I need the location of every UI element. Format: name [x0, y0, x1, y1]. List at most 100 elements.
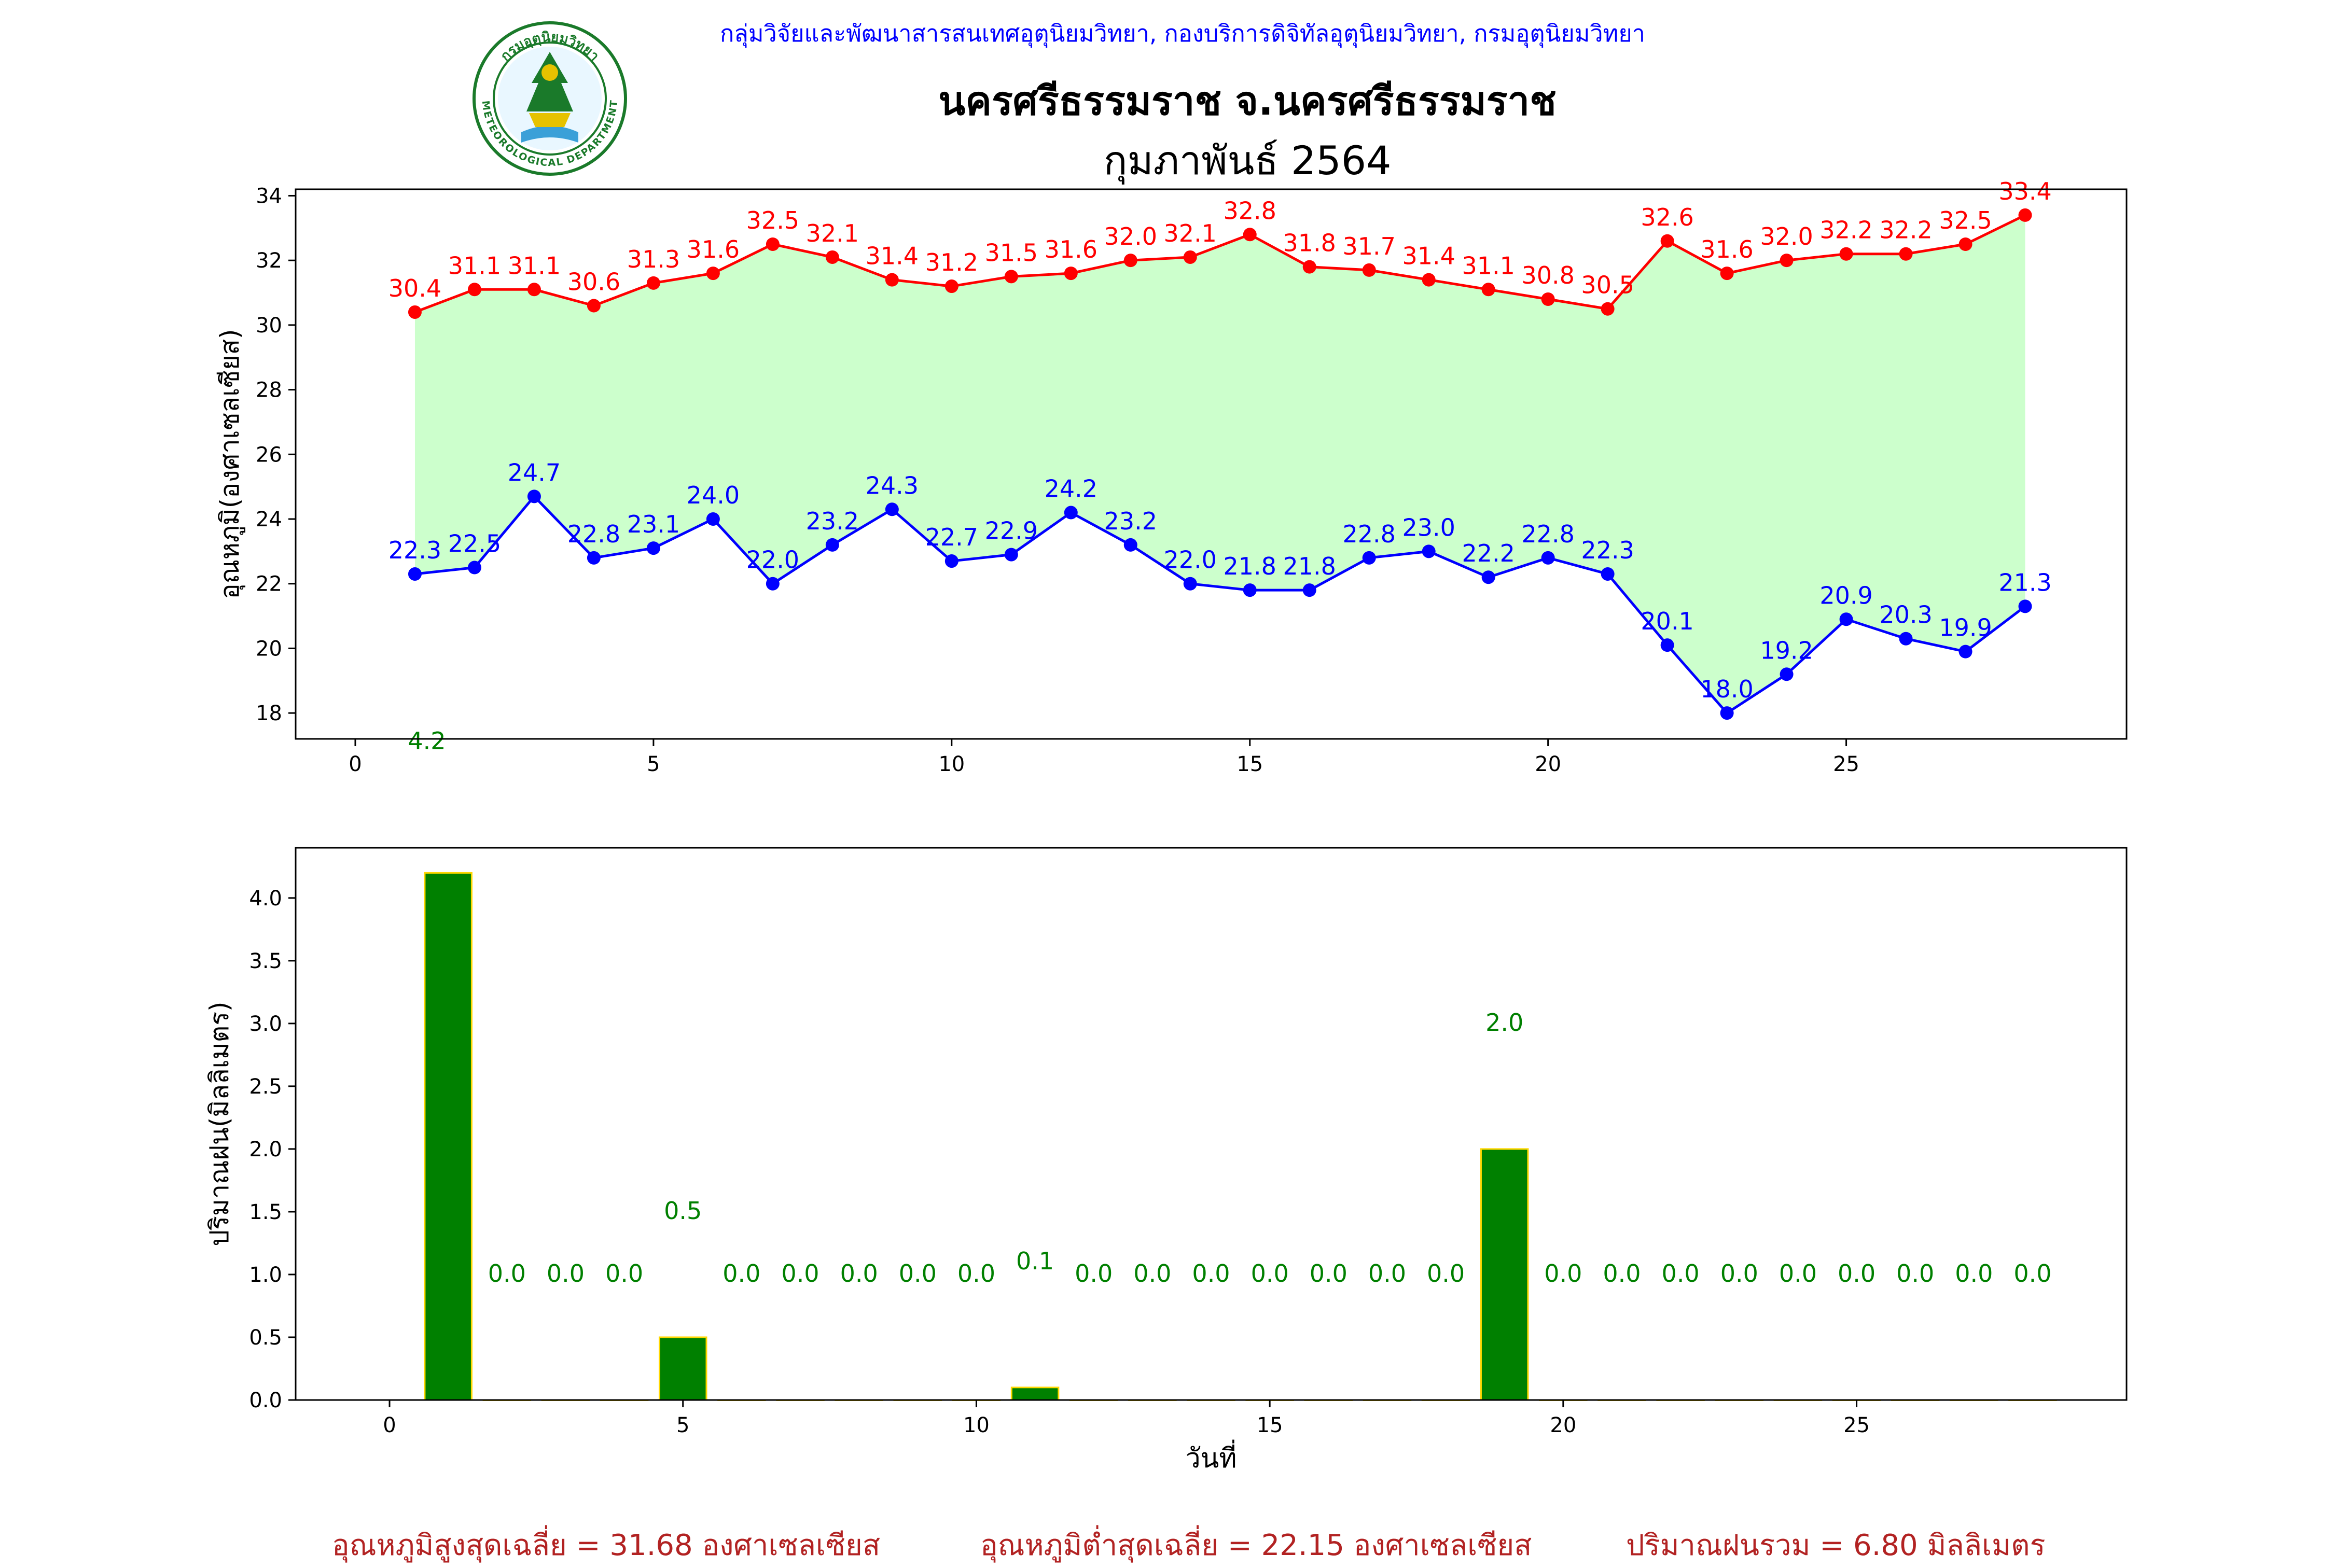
y-tick-label: 3.0	[249, 1012, 282, 1036]
max-temperature-label: 32.1	[806, 219, 859, 247]
max-temperature-label: 31.1	[448, 251, 501, 279]
min-temperature-line	[414, 494, 2026, 715]
max-temperature-point	[1362, 263, 1376, 277]
temperature-plot-frame	[295, 188, 2128, 740]
rainfall-value-label: 0.0	[1838, 1259, 1875, 1287]
y-tick-label: 2.5	[249, 1075, 282, 1099]
total-rainfall: ปริมาณฝนรวม = 6.80 มิลลิเมตร	[1626, 1529, 2046, 1562]
min-temperature-point	[706, 512, 720, 526]
max-temperature-point	[1839, 247, 1853, 261]
min-temperature-label: 21.8	[1283, 552, 1336, 580]
y-tick-label: 32	[256, 249, 282, 273]
y-tick-label: 34	[256, 184, 282, 208]
min-temperature-label: 22.0	[746, 546, 799, 574]
max-temperature-label: 31.1	[508, 251, 561, 279]
max-temperature-label: 31.6	[1045, 235, 1097, 263]
max-temperature-point	[1302, 260, 1316, 274]
max-temperature-point	[1601, 302, 1615, 316]
rainfall-y-axis-label: ปริมาณฝน(มิลลิเมตร)	[204, 1001, 234, 1246]
x-tick-label: 25	[1843, 1413, 1870, 1437]
y-tick-label: 26	[256, 443, 282, 467]
x-tick-label: 25	[1833, 752, 1859, 776]
max-temperature-label: 32.5	[1939, 206, 1992, 234]
min-temperature-label: 21.3	[1998, 568, 2051, 596]
min-temperature-label: 22.5	[448, 530, 501, 558]
rainfall-value-label: 4.2	[429, 1259, 467, 1287]
rainfall-bar	[424, 872, 473, 1401]
max-temperature-label: 32.0	[1104, 222, 1157, 250]
min-temperature-label: 24.2	[1045, 475, 1097, 503]
max-temperature-point	[467, 283, 481, 297]
rainfall-value-label: 0.0	[1603, 1259, 1641, 1287]
rainfall-value-label: 0.0	[547, 1259, 585, 1287]
min-temperature-label: 22.7	[925, 523, 978, 551]
max-temperature-point	[825, 250, 839, 264]
x-tick-label: 5	[647, 752, 660, 776]
min-temperature-point	[1958, 645, 1972, 659]
max-temperature-label: 31.4	[866, 242, 919, 270]
min-temperature-label: 23.2	[806, 507, 859, 535]
max-temperature-label: 30.6	[567, 268, 620, 296]
min-temperature-label: 19.2	[1760, 636, 1813, 664]
max-temperature-point	[944, 279, 958, 293]
min-temperature-point	[1362, 551, 1376, 565]
rainfall-value-label: 0.0	[1544, 1259, 1582, 1287]
min-temperature-label: 22.0	[1164, 546, 1217, 574]
rainfall-value-label: 0.0	[1662, 1259, 1700, 1287]
min-temperature-label: 20.9	[1819, 581, 1872, 609]
max-temperature-label: 30.8	[1521, 261, 1574, 289]
rainfall-value-label: 0.5	[664, 1197, 702, 1225]
min-temperature-point	[1899, 632, 1913, 646]
x-tick-label: 15	[1237, 752, 1263, 776]
max-temperature-label: 32.8	[1224, 197, 1276, 225]
max-temperature-point	[885, 273, 899, 287]
max-temperature-point	[1660, 234, 1674, 248]
min-temperature-point	[646, 541, 660, 555]
max-temperature-label: 31.5	[985, 239, 1038, 267]
min-temperature-label: 20.3	[1879, 601, 1932, 629]
x-tick-label: 15	[1257, 1413, 1283, 1437]
min-temperature-point	[527, 489, 541, 503]
min-temperature-label: 20.1	[1641, 607, 1693, 635]
max-temperature-label: 31.6	[687, 235, 740, 263]
max-temperature-label: 30.4	[388, 274, 441, 302]
rainfall-value-label: 0.0	[605, 1259, 643, 1287]
y-tick-label: 3.5	[249, 949, 282, 973]
x-tick-label: 10	[938, 752, 965, 776]
x-tick-label: 5	[676, 1413, 689, 1437]
max-temperature-point	[2018, 208, 2032, 222]
min-temperature-point	[885, 502, 899, 516]
rainfall-value-label: 0.0	[488, 1259, 526, 1287]
month-title: กุมภาพันธ์ 2564	[1103, 137, 1392, 184]
max-temperature-label: 32.0	[1760, 222, 1813, 250]
rainfall-value-label: 0.0	[1720, 1259, 1758, 1287]
rainfall-value-label: 0.0	[1251, 1259, 1289, 1287]
max-temperature-line	[414, 214, 2026, 314]
rainfall-value-label: 0.0	[1310, 1259, 1347, 1287]
max-temperature-point	[1243, 228, 1257, 242]
max-temperature-point	[706, 267, 720, 281]
min-temperature-point	[1780, 667, 1794, 681]
min-temperature-label: 24.7	[508, 458, 561, 486]
max-temperature-point	[408, 305, 422, 319]
min-temperature-point	[1064, 506, 1078, 520]
rainfall-value-label: 0.0	[840, 1259, 878, 1287]
y-tick-label: 30	[256, 314, 282, 338]
y-tick-label: 2.0	[249, 1138, 282, 1161]
min-temperature-label: 22.2	[1462, 539, 1515, 567]
y-tick-label: 28	[256, 379, 282, 402]
rainfall-value-label: 0.0	[899, 1259, 937, 1287]
min-temperature-label: 18.0	[1700, 675, 1753, 703]
max-temperature-point	[527, 283, 541, 297]
y-tick-label: 18	[256, 702, 282, 725]
rainfall-bar	[1010, 1387, 1060, 1401]
min-temperature-point	[1541, 551, 1555, 565]
rainfall-bar	[1480, 1148, 1529, 1401]
temperature-range-fill	[414, 215, 2025, 713]
rainfall-value-label: 0.0	[1896, 1259, 1934, 1287]
max-temperature-label: 31.7	[1342, 232, 1395, 260]
rainfall-value-label: 0.0	[1955, 1259, 1993, 1287]
y-tick-label: 1.0	[249, 1263, 282, 1287]
max-temperature-point	[1720, 267, 1734, 281]
rainfall-value-label: 0.0	[1779, 1259, 1817, 1287]
